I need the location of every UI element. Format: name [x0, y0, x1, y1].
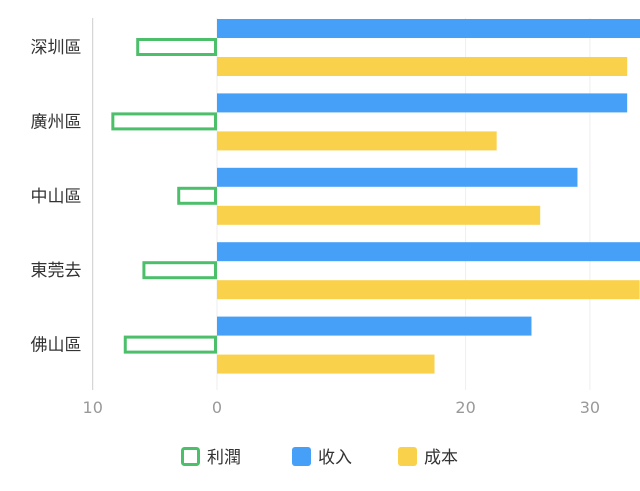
category-label-3: 東莞去: [31, 261, 82, 281]
legend-swatch-0: [181, 447, 200, 466]
bar-cost-3: [217, 280, 640, 300]
bar-income-0: [217, 19, 640, 38]
x-tick-label-1: 0: [212, 398, 222, 417]
bar-cost-2: [217, 205, 541, 225]
bar-profit-4: [123, 335, 217, 354]
bar-income-3: [217, 242, 640, 262]
x-tick-label-0: 10: [83, 398, 103, 417]
category-label-0: 深圳區: [31, 38, 82, 58]
bar-cost-0: [217, 57, 628, 76]
x-tick-label-3: 30: [580, 398, 600, 417]
bar-profit-3: [142, 261, 217, 280]
bar-cost-4: [217, 354, 435, 374]
bar-income-1: [217, 93, 628, 113]
bars: [111, 19, 640, 374]
x-tick-label-2: 20: [455, 398, 475, 417]
category-label-4: 佛山區: [31, 336, 82, 356]
x-tick-labels: 100203040: [83, 398, 601, 417]
category-label-2: 中山區: [31, 187, 82, 207]
bar-income-2: [217, 167, 578, 187]
bar-profit-0: [136, 38, 217, 56]
bar-cost-1: [217, 131, 497, 151]
legend-swatch-1: [292, 447, 311, 466]
category-label-1: 廣州區: [31, 112, 82, 132]
legend-label-1: 收入: [318, 448, 352, 468]
legend-swatch-2: [398, 447, 417, 466]
bar-profit-1: [111, 112, 217, 131]
legend: 利潤 收入 成本: [181, 447, 458, 468]
bar-profit-2: [177, 186, 217, 205]
legend-label-2: 成本: [424, 448, 458, 468]
legend-label-0: 利潤: [207, 448, 241, 468]
bar-income-4: [217, 316, 532, 336]
